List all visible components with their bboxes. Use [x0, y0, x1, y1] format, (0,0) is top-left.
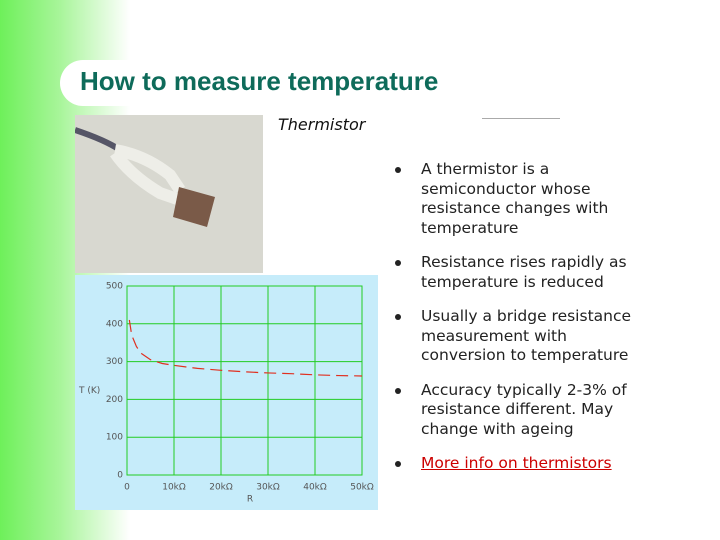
x-tick-label: 30kΩ — [256, 483, 280, 493]
y-tick-label: 100 — [106, 433, 123, 443]
bullet-list: A thermistor is a semiconductor whose re… — [392, 160, 654, 489]
y-tick-label: 500 — [106, 282, 123, 292]
x-tick-label: 20kΩ — [209, 483, 233, 493]
bullet: A thermistor is a semiconductor whose re… — [392, 160, 654, 238]
y-axis-label: T (K) — [78, 386, 100, 396]
x-tick-label: 10kΩ — [162, 483, 186, 493]
y-tick-label: 300 — [106, 357, 123, 367]
bullet: Accuracy typically 2-3% of resistance di… — [392, 381, 654, 440]
y-tick-label: 200 — [106, 395, 123, 405]
plot-frame — [126, 285, 363, 476]
bullet: Usually a bridge resistance measurement … — [392, 307, 654, 366]
rule — [482, 118, 560, 119]
x-tick-label: 40kΩ — [303, 483, 327, 493]
subtitle: Thermistor — [278, 115, 366, 134]
chart: 0 100 200 300 400 500 0 10kΩ 20kΩ 30kΩ 40kΩ 50kΩ T (… — [75, 275, 378, 510]
x-tick-label: 50kΩ — [350, 483, 374, 493]
y-tick-label: 0 — [117, 471, 123, 481]
link[interactable]: More info on thermistors — [421, 454, 612, 472]
title-box — [60, 60, 460, 106]
x-axis-label: R — [247, 495, 253, 505]
slide-title: How to measure temperature — [80, 66, 439, 96]
x-tick-label: 0 — [124, 483, 130, 493]
y-tick-label: 400 — [106, 319, 123, 329]
data-line — [128, 319, 363, 377]
bullet: More info on thermistors — [392, 454, 654, 474]
bullet: Resistance rises rapidly as temperature … — [392, 253, 654, 292]
thermistor-photo — [75, 115, 263, 273]
